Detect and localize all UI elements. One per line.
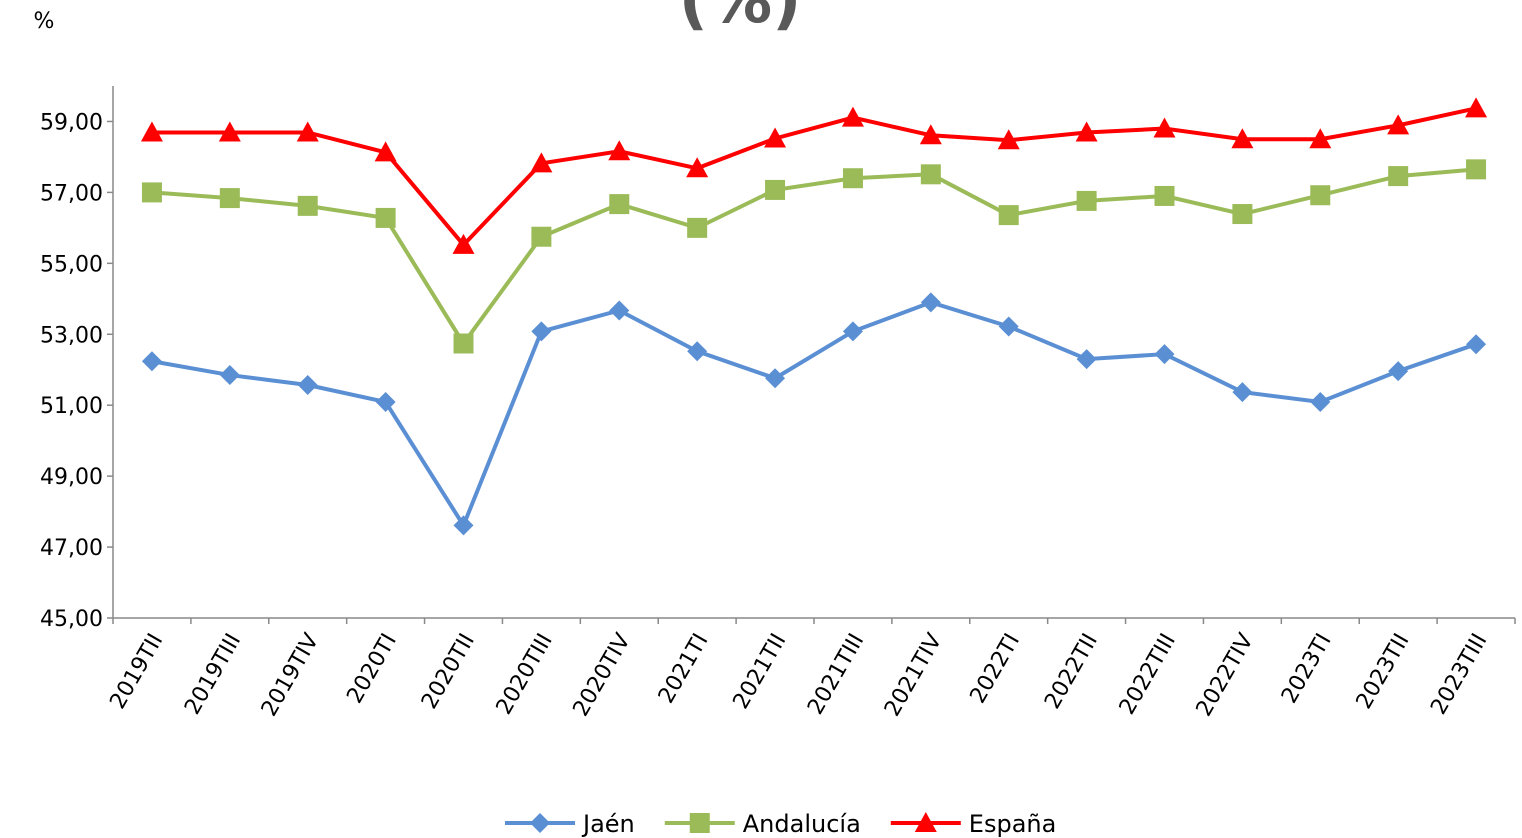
x-tick-label: 2020TII bbox=[417, 630, 480, 714]
marker bbox=[919, 124, 942, 145]
marker bbox=[375, 207, 396, 228]
legend-marker bbox=[689, 813, 710, 833]
marker bbox=[608, 140, 631, 161]
marker bbox=[219, 188, 240, 209]
marker bbox=[687, 217, 708, 238]
marker bbox=[1076, 349, 1097, 370]
marker bbox=[1388, 166, 1409, 187]
legend-item: Jaén bbox=[505, 810, 635, 838]
marker bbox=[453, 515, 474, 536]
marker bbox=[842, 321, 863, 342]
y-tick-label: 45,00 bbox=[40, 607, 103, 632]
marker bbox=[530, 152, 553, 173]
legend-label: Andalucía bbox=[743, 810, 861, 838]
x-tick-label: 2020TIV bbox=[569, 630, 636, 721]
marker bbox=[452, 233, 475, 254]
marker bbox=[920, 292, 941, 313]
x-tick-label: 2022TIII bbox=[1115, 630, 1181, 719]
series-line bbox=[151, 106, 1477, 248]
marker bbox=[141, 182, 162, 203]
x-tick-label: 2019TIII bbox=[180, 630, 246, 719]
marker bbox=[609, 194, 630, 215]
marker bbox=[765, 179, 786, 200]
marker bbox=[1388, 361, 1409, 382]
x-tick-label: 2023TI bbox=[1277, 630, 1337, 708]
marker bbox=[1076, 190, 1097, 211]
marker bbox=[1075, 121, 1098, 142]
marker bbox=[375, 392, 396, 413]
legend-marker bbox=[914, 812, 937, 832]
marker bbox=[842, 168, 863, 189]
x-tick-label: 2022TI bbox=[966, 629, 1026, 707]
y-tick-label: 57,00 bbox=[40, 181, 103, 206]
marker bbox=[764, 127, 787, 148]
x-tick-label: 2020TIII bbox=[492, 630, 558, 719]
x-tick-label: 2019TII bbox=[105, 630, 168, 714]
marker bbox=[998, 205, 1019, 226]
marker bbox=[1231, 128, 1254, 149]
legend-marker bbox=[530, 813, 550, 833]
marker bbox=[997, 129, 1020, 150]
chart-title: (%) bbox=[679, 0, 802, 38]
marker bbox=[141, 351, 162, 372]
legend-item: España bbox=[890, 810, 1057, 838]
x-tick-label: 2021TIV bbox=[880, 629, 947, 720]
marker bbox=[453, 333, 474, 354]
marker bbox=[296, 121, 319, 142]
x-tick-label: 2021TII bbox=[729, 630, 792, 714]
legend-item: Andalucía bbox=[664, 810, 861, 838]
marker bbox=[1232, 204, 1253, 225]
marker bbox=[1310, 185, 1331, 206]
marker bbox=[765, 368, 786, 389]
marker bbox=[297, 374, 318, 395]
legend-label: España bbox=[969, 810, 1057, 838]
y-tick-label: 49,00 bbox=[40, 465, 103, 490]
y-axis-label: % bbox=[34, 9, 55, 34]
y-tick-label: 51,00 bbox=[40, 394, 103, 419]
marker bbox=[1465, 97, 1488, 118]
x-tick-label: 2021TI bbox=[654, 630, 714, 708]
marker bbox=[609, 300, 630, 321]
y-tick-label: 47,00 bbox=[40, 536, 103, 561]
marker bbox=[297, 195, 318, 216]
y-tick-label: 59,00 bbox=[40, 110, 103, 135]
x-tick-label: 2022TII bbox=[1040, 630, 1103, 714]
x-tick-label: 2023TII bbox=[1352, 630, 1415, 714]
marker bbox=[219, 365, 240, 386]
x-tick-label: 2023TIII bbox=[1426, 630, 1492, 719]
marker bbox=[1153, 117, 1176, 138]
marker bbox=[841, 106, 864, 127]
x-tick-label: 2019TIV bbox=[257, 630, 324, 721]
marker bbox=[686, 157, 709, 178]
marker bbox=[920, 164, 941, 185]
marker bbox=[1154, 344, 1175, 365]
marker bbox=[1466, 159, 1487, 180]
marker bbox=[140, 121, 163, 142]
marker bbox=[1387, 114, 1410, 135]
legend-label: Jaén bbox=[581, 810, 635, 838]
marker bbox=[687, 341, 708, 362]
marker bbox=[531, 321, 552, 342]
x-tick-label: 2021TIII bbox=[803, 630, 869, 719]
x-tick-label: 2020TI bbox=[342, 630, 402, 708]
series-line bbox=[151, 167, 1477, 348]
marker bbox=[1154, 185, 1175, 206]
marker bbox=[531, 226, 552, 247]
y-tick-label: 53,00 bbox=[40, 323, 103, 348]
y-tick-label: 55,00 bbox=[40, 252, 103, 277]
marker bbox=[1466, 334, 1487, 355]
marker bbox=[1232, 382, 1253, 403]
x-tick-label: 2022TIV bbox=[1192, 630, 1259, 721]
marker bbox=[1309, 128, 1332, 149]
marker bbox=[1310, 392, 1331, 413]
marker bbox=[998, 316, 1019, 337]
marker bbox=[374, 141, 397, 162]
marker bbox=[218, 121, 241, 142]
series-line bbox=[151, 300, 1477, 530]
